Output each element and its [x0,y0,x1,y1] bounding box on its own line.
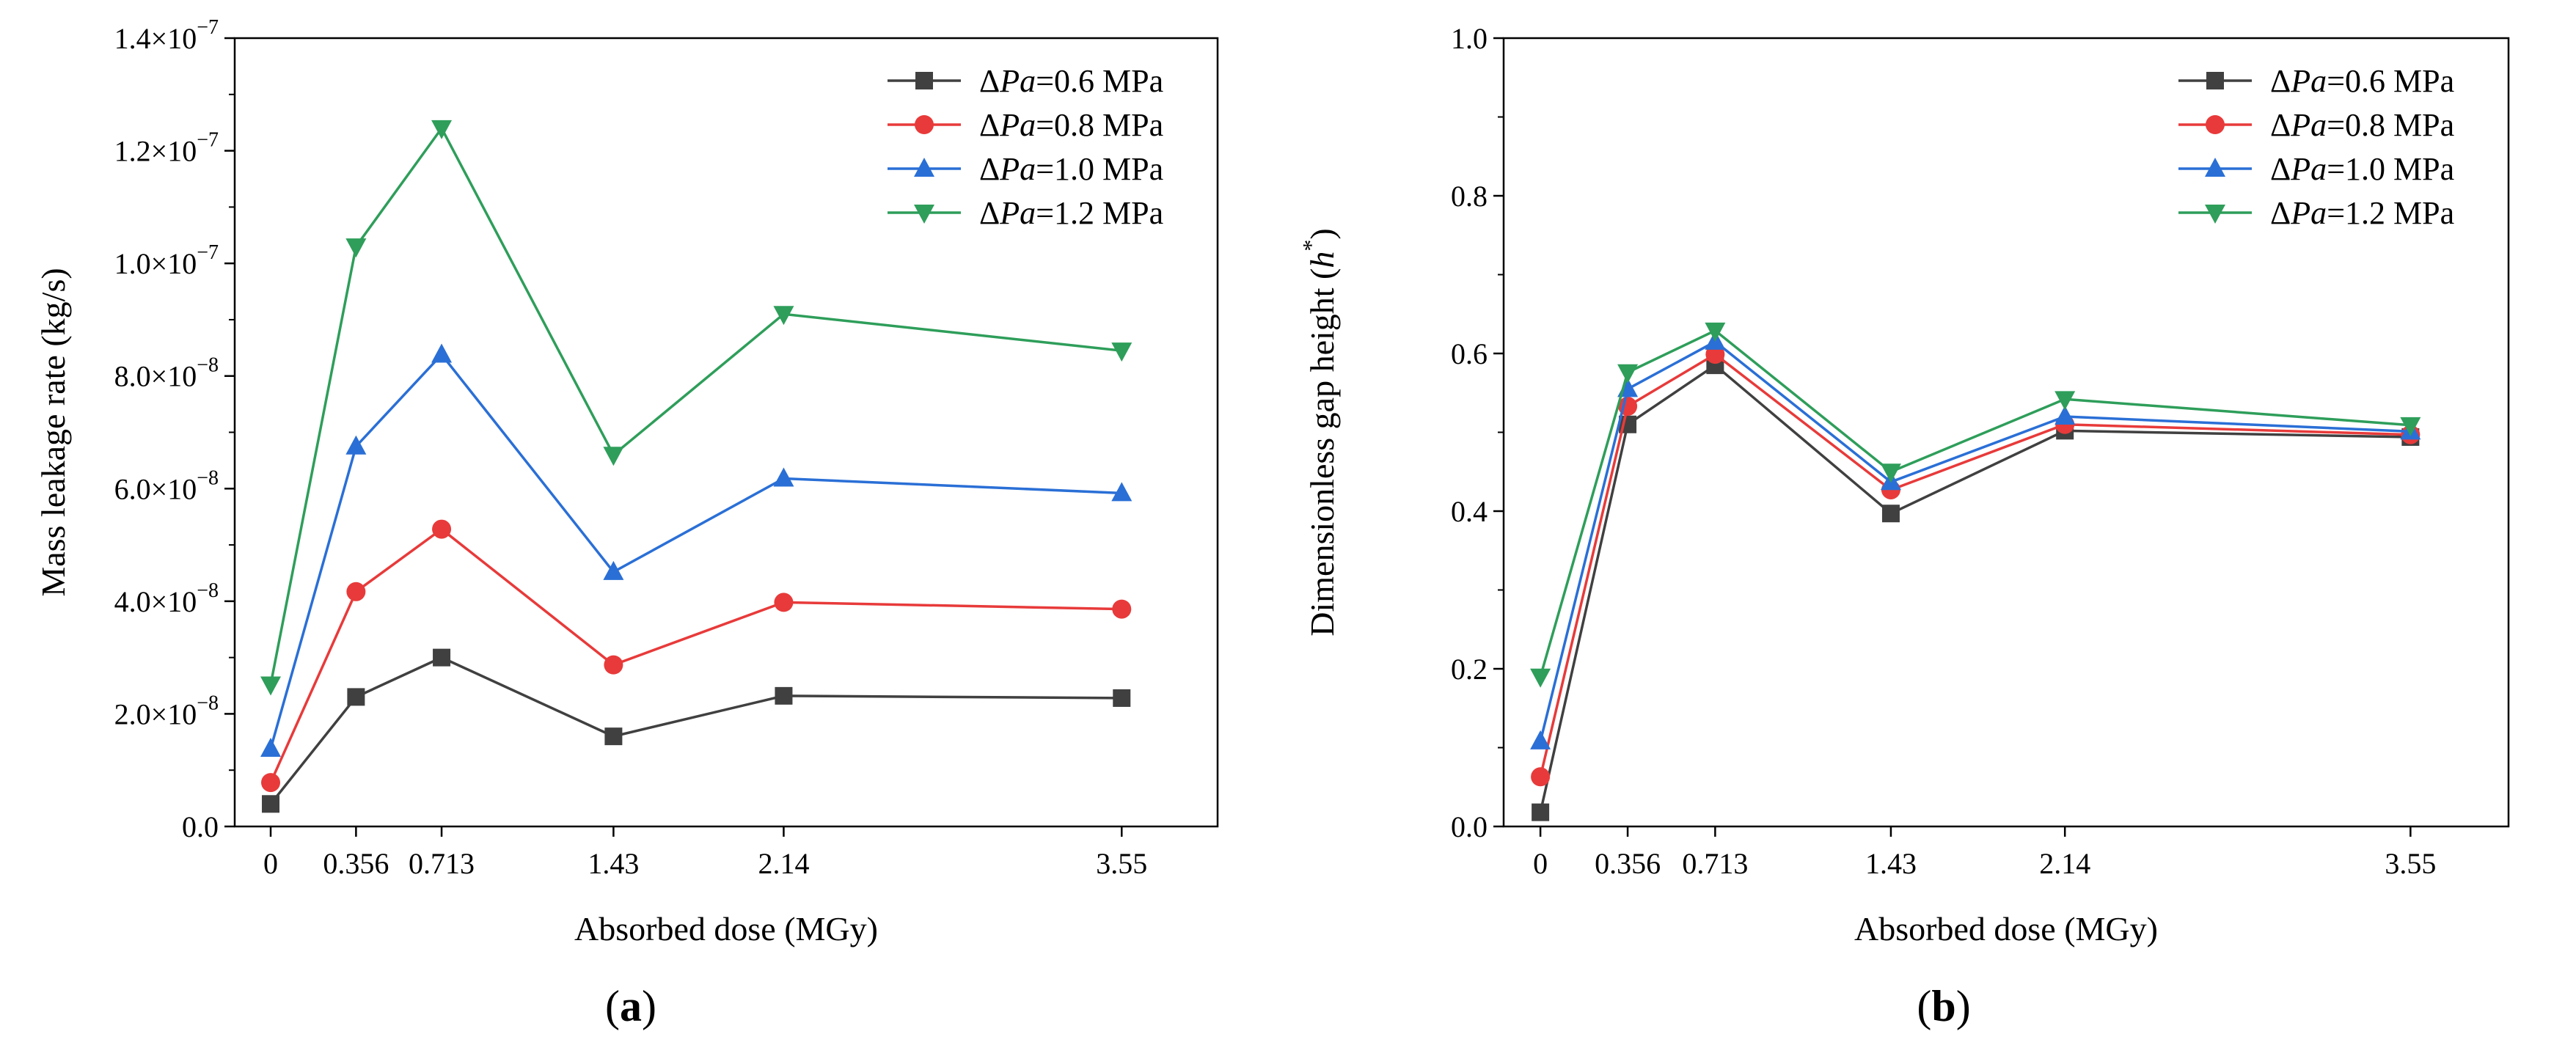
data-point-s3-4 [2054,391,2076,411]
data-point-s3-3 [1880,463,1901,483]
legend-label-3: ΔPa=1.2 MPa [2270,195,2454,231]
x-tick-label: 1.43 [588,847,639,880]
x-tick-label: 3.55 [1096,847,1147,880]
y-tick-label: 0.2 [1451,653,1488,686]
legend-marker-1 [915,115,934,134]
legend-label-0: ΔPa=0.6 MPa [2270,63,2454,99]
y-tick-label: 6.0×10−8 [114,466,219,505]
data-point-s3-5 [1111,342,1133,362]
data-point-s0-4 [775,686,793,705]
legend-marker-0 [2206,72,2224,89]
x-tick-label: 0 [263,847,278,880]
legend-marker-3 [2205,205,2225,224]
legend-marker-3 [914,205,934,224]
data-point-s2-1 [345,435,367,455]
y-tick-label: 0.0 [1451,810,1488,843]
legend-label-2: ΔPa=1.0 MPa [2270,151,2454,187]
y-tick-label: 2.0×10−8 [114,692,219,730]
series-line-2 [1539,340,2411,742]
y-axis-label: Mass leakage rate (kg/s) [34,268,72,596]
panel-a-chart: 0.0 2.0×10−8 4.0×10−8 6.0×10−8 8.0×10−8 1.0×1… [34,16,1219,1030]
x-tick-label: 0 [1533,847,1548,880]
x-tick-label: 3.55 [2385,847,2436,880]
y-tick-label: 1.2×10−7 [114,129,219,168]
data-point-s3-1 [345,238,367,258]
data-point-s3-1 [1617,364,1639,384]
data-point-s3-5 [2400,417,2421,436]
panel-label: (a) [605,982,656,1030]
data-point-s0-5 [1113,689,1131,707]
data-point-s2-5 [1111,482,1133,502]
data-point-s2-4 [2054,406,2076,425]
data-point-s1-5 [1112,599,1132,619]
series-line-0 [1539,363,2411,813]
legend-label-0: ΔPa=0.6 MPa [979,63,1163,99]
legend-marker-0 [915,72,933,89]
data-point-s3-0 [1530,668,1551,688]
data-point-s3-2 [431,120,453,139]
data-point-s2-4 [773,467,794,487]
data-point-s3-4 [773,306,794,326]
x-tick-label: 2.14 [758,847,809,880]
legend-marker-2 [2205,158,2225,177]
x-tick-label: 2.14 [2039,847,2090,880]
data-point-s0-3 [604,727,623,746]
y-tick-label: 0.4 [1451,495,1488,528]
x-tick-label: 0.356 [1595,847,1661,880]
series-line-3 [269,125,1122,685]
legend-marker-2 [914,158,934,177]
series-line-0 [269,656,1122,805]
legend-label-3: ΔPa=1.2 MPa [979,195,1163,231]
series-line-1 [1539,352,2411,777]
data-point-s0-2 [433,648,451,667]
y-tick-label: 4.0×10−8 [114,579,219,618]
data-point-s3-2 [1705,322,1726,342]
data-point-s1-4 [774,593,794,612]
data-point-s0-3 [1881,505,1900,523]
legend-label-2: ΔPa=1.0 MPa [979,151,1163,187]
data-point-s0-0 [262,795,280,813]
legend-label-1: ΔPa=0.8 MPa [2270,107,2454,143]
series-line-2 [269,352,1122,749]
panel-label: (b) [1917,982,1970,1030]
data-point-s2-0 [1530,730,1551,749]
data-point-s0-0 [1532,803,1550,821]
data-point-s1-1 [346,582,366,601]
y-tick-label: 1.4×10−7 [114,16,219,55]
series-line-1 [269,527,1122,783]
data-point-s2-2 [431,343,453,363]
y-tick-label: 1.0×10−7 [114,241,219,280]
data-point-s1-0 [1531,767,1551,787]
y-axis-label: Dimensionless gap height (h*) [1298,228,1341,636]
y-tick-label: 0.0 [182,810,219,843]
data-point-s1-2 [432,519,452,539]
data-point-s3-0 [260,676,282,696]
data-point-s1-3 [604,655,623,675]
data-point-s3-3 [603,447,624,466]
legend-marker-1 [2206,115,2225,134]
x-tick-label: 0.713 [409,847,475,880]
y-tick-label: 8.0×10−8 [114,354,219,393]
y-tick-label: 0.8 [1451,180,1488,213]
data-point-s2-3 [603,560,624,580]
x-tick-label: 0.356 [323,847,389,880]
data-point-s1-0 [261,773,281,793]
series-line-3 [1539,329,2411,678]
x-tick-label: 0.713 [1682,847,1748,880]
legend-label-1: ΔPa=0.8 MPa [979,107,1163,143]
x-tick-label: 1.43 [1865,847,1917,880]
data-point-s0-1 [347,688,365,706]
data-point-s2-0 [260,738,282,758]
x-axis-label: Absorbed dose (MGy) [1854,910,2158,947]
panel-b-chart: 0.0 0.2 0.4 0.6 0.8 1.0 0 0.356 0.713 1.43 2.14 3.5… [1298,22,2510,1030]
x-axis-label: Absorbed dose (MGy) [574,910,878,947]
y-tick-label: 1.0 [1451,22,1488,55]
y-tick-label: 0.6 [1451,337,1488,370]
